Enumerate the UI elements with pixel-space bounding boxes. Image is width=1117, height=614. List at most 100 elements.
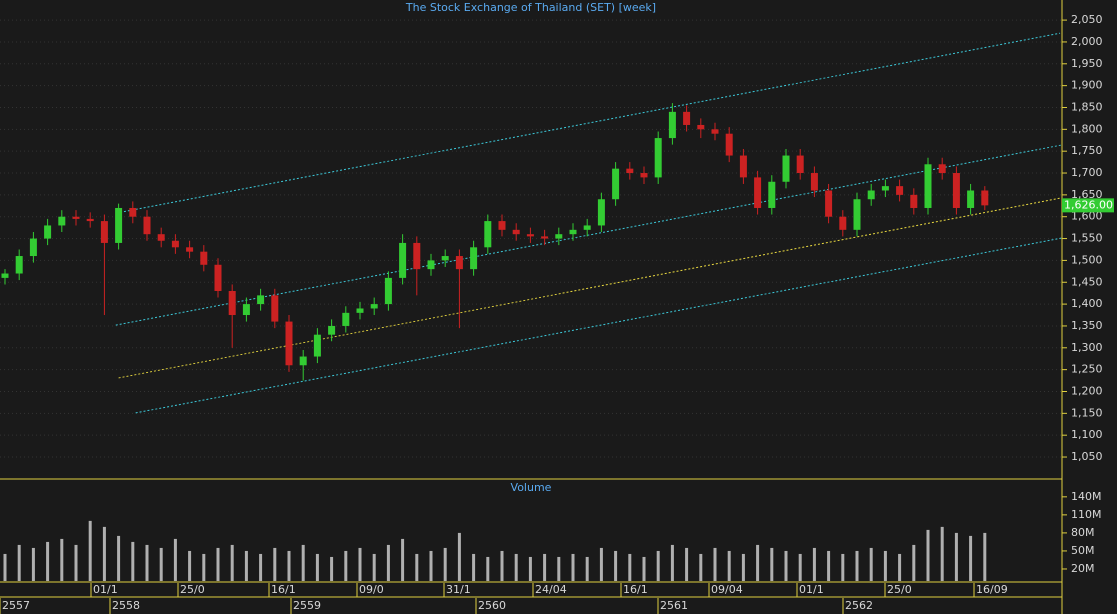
candle-body: [853, 199, 861, 230]
trend-line: [115, 144, 1062, 326]
y-tick-label: 1,300: [1071, 341, 1103, 354]
volume-bar: [131, 541, 135, 581]
candle-body: [881, 186, 889, 191]
candle-body: [938, 164, 946, 174]
year-label: 2561: [660, 599, 688, 612]
volume-bar: [472, 553, 476, 581]
candle-body: [612, 168, 620, 200]
candle-body: [427, 260, 435, 270]
chart-title: The Stock Exchange of Thailand (SET) [we…: [405, 1, 656, 14]
candle-body: [654, 138, 662, 178]
candle-body: [115, 207, 123, 243]
candle-body: [668, 111, 676, 139]
x-tick-label: 09/04: [711, 583, 743, 596]
year-label: 2557: [2, 599, 30, 612]
volume-bar: [883, 550, 887, 581]
y-tick-label: 1,400: [1071, 297, 1103, 310]
volume-bar: [301, 544, 305, 581]
volume-bar: [898, 553, 902, 581]
candle-body: [825, 190, 833, 217]
year-label: 2559: [293, 599, 321, 612]
candle-body: [242, 304, 250, 316]
year-label: 2562: [845, 599, 873, 612]
volume-bar: [784, 550, 788, 581]
y-tick-label: 1,150: [1071, 406, 1103, 419]
volume-bar: [315, 553, 319, 581]
candle-body: [15, 256, 23, 274]
trend-line: [135, 237, 1062, 414]
x-tick-label: 25/0: [180, 583, 205, 596]
volume-bar: [614, 550, 618, 581]
candle-body: [782, 155, 790, 182]
x-tick-label: 09/0: [359, 583, 384, 596]
volume-bar: [244, 550, 248, 581]
volume-bar: [812, 547, 816, 581]
x-tick-label: 24/04: [535, 583, 567, 596]
candle-body: [952, 173, 960, 208]
candle-body: [796, 155, 804, 174]
volume-bar: [344, 550, 348, 581]
year-label: 2560: [478, 599, 506, 612]
last-price-label: 1,626.00: [1064, 198, 1113, 211]
volume-bar: [741, 553, 745, 581]
y-tick-label: 1,850: [1071, 100, 1103, 113]
candle-body: [583, 225, 591, 230]
candle-body: [725, 133, 733, 156]
volume-bar: [372, 553, 376, 581]
volume-bar: [656, 550, 660, 581]
volume-bar: [202, 553, 206, 581]
volume-bar: [358, 547, 362, 581]
volume-bar: [756, 544, 760, 581]
volume-bar: [827, 550, 831, 581]
volume-bar: [188, 550, 192, 581]
volume-bar: [770, 547, 774, 581]
y-tick-label: 1,500: [1071, 253, 1103, 266]
candle-body: [328, 325, 336, 335]
volume-bar: [855, 550, 859, 581]
candle-body: [285, 321, 293, 366]
candle-body: [555, 234, 563, 239]
candle-body: [86, 218, 94, 222]
candle-body: [58, 216, 66, 226]
candle-body: [214, 264, 222, 291]
volume-bar: [443, 547, 447, 581]
volume-bar: [500, 550, 504, 581]
volume-bar: [926, 529, 930, 581]
y-tick-label: 20M: [1071, 562, 1095, 575]
volume-bar: [486, 556, 490, 581]
x-tick-label: 16/09: [976, 583, 1008, 596]
candle-body: [541, 236, 549, 239]
volume-bar: [173, 538, 177, 581]
candle-body: [257, 295, 265, 305]
volume-bar: [940, 526, 944, 581]
volume-bar: [415, 553, 419, 581]
x-tick-label: 01/1: [799, 583, 824, 596]
volume-bar: [727, 550, 731, 581]
trend-line: [119, 32, 1061, 213]
candle-body: [200, 251, 208, 265]
candle-body: [143, 216, 151, 235]
candle-body: [157, 234, 165, 241]
candle-body: [129, 207, 137, 217]
candle-body: [768, 181, 776, 208]
volume-bar: [117, 535, 121, 581]
x-tick-label: 31/1: [446, 583, 471, 596]
volume-bar: [429, 550, 433, 581]
volume-bar: [60, 538, 64, 581]
volume-bar: [330, 556, 334, 581]
volume-bar: [74, 544, 78, 581]
candle-body: [697, 124, 705, 130]
candle-body: [100, 221, 108, 243]
volume-bar: [699, 553, 703, 581]
volume-title: Volume: [511, 481, 552, 494]
candle-body: [370, 304, 378, 309]
candle-body: [413, 242, 421, 270]
volume-bar: [31, 547, 35, 581]
candle-body: [228, 290, 236, 316]
candle-body: [1, 273, 9, 278]
candle-body: [29, 238, 37, 257]
volume-bar: [102, 526, 106, 581]
x-tick-label: 16/1: [623, 583, 648, 596]
